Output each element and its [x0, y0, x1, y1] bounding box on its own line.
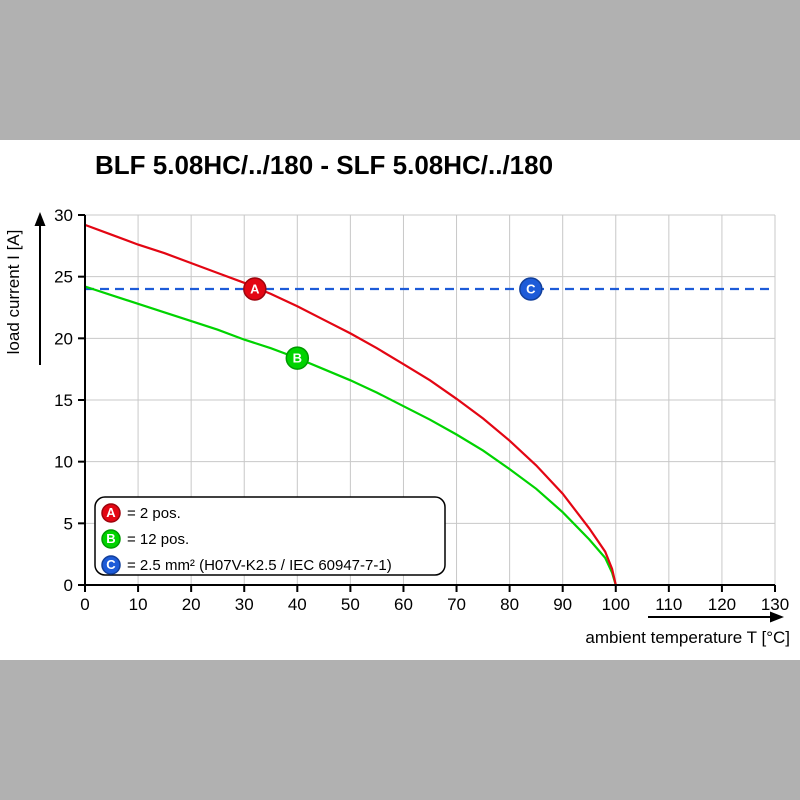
y-axis-ticks: 0 5 10 15 20 25 30 — [54, 206, 85, 595]
chart-title: BLF 5.08HC/../180 - SLF 5.08HC/../180 — [95, 150, 554, 180]
marker-C-icon — [519, 277, 543, 301]
marker-letter: C — [526, 282, 536, 297]
curve-A — [84, 223, 617, 586]
legend-marker-C-icon — [101, 555, 121, 575]
marker-A-icon — [243, 277, 267, 301]
legend: A = 2 pos. B = 12 pos. C = 2.5 mm² (H07V-K2.5… — [94, 496, 446, 576]
y-tick-label: 25 — [54, 268, 73, 287]
x-axis-ticks: 0 10 20 30 40 50 60 70 80 90 100 110 120 130 — [80, 585, 789, 614]
marker-letter: A — [250, 282, 260, 297]
y-tick-label: 15 — [54, 391, 73, 410]
curve-markers: A B C — [243, 277, 543, 370]
y-tick-label: 20 — [54, 329, 73, 348]
x-tick-label: 50 — [341, 595, 360, 614]
x-tick-label: 90 — [553, 595, 572, 614]
x-tick-label: 70 — [447, 595, 466, 614]
y-axis-arrow-icon — [34, 212, 46, 365]
legend-label: = 2 pos. — [127, 505, 181, 522]
x-tick-label: 30 — [235, 595, 254, 614]
marker-B-icon — [285, 346, 310, 370]
x-tick-label: 20 — [182, 595, 201, 614]
x-tick-label: 60 — [394, 595, 413, 614]
legend-marker-letter: B — [106, 531, 115, 546]
y-axis-label: load current I [A] — [4, 230, 23, 355]
y-tick-label: 30 — [54, 206, 73, 225]
x-tick-label: 110 — [655, 595, 682, 614]
legend-label: = 2.5 mm² (H07V-K2.5 / IEC 60947-7-1) — [127, 557, 392, 574]
x-tick-label: 40 — [288, 595, 307, 614]
legend-marker-letter: A — [106, 505, 116, 520]
figure-panel: BLF 5.08HC/../180 - SLF 5.08HC/../180 0 1… — [0, 140, 800, 660]
x-axis-arrow-icon — [648, 611, 784, 623]
x-axis-label: ambient temperature T [°C] — [585, 628, 790, 647]
series-curves — [84, 223, 775, 586]
x-tick-label: 10 — [129, 595, 148, 614]
y-tick-label: 5 — [64, 514, 73, 533]
legend-marker-A-icon — [101, 503, 121, 523]
x-tick-label: 80 — [500, 595, 519, 614]
y-tick-label: 0 — [64, 576, 73, 595]
x-tick-label: 100 — [602, 595, 630, 614]
x-tick-label: 130 — [761, 595, 789, 614]
legend-box — [94, 496, 446, 576]
x-tick-label: 0 — [80, 595, 89, 614]
marker-letter: B — [293, 351, 302, 366]
x-tick-label: 120 — [708, 595, 736, 614]
legend-marker-B-icon — [101, 529, 121, 549]
curve-B — [84, 285, 617, 586]
legend-label: = 12 pos. — [127, 531, 189, 548]
derating-chart: 0 10 20 30 40 50 60 70 80 90 100 110 120 130 0 5 10 15 20… — [4, 206, 790, 647]
legend-marker-letter: C — [106, 557, 116, 572]
y-tick-label: 10 — [54, 453, 73, 472]
